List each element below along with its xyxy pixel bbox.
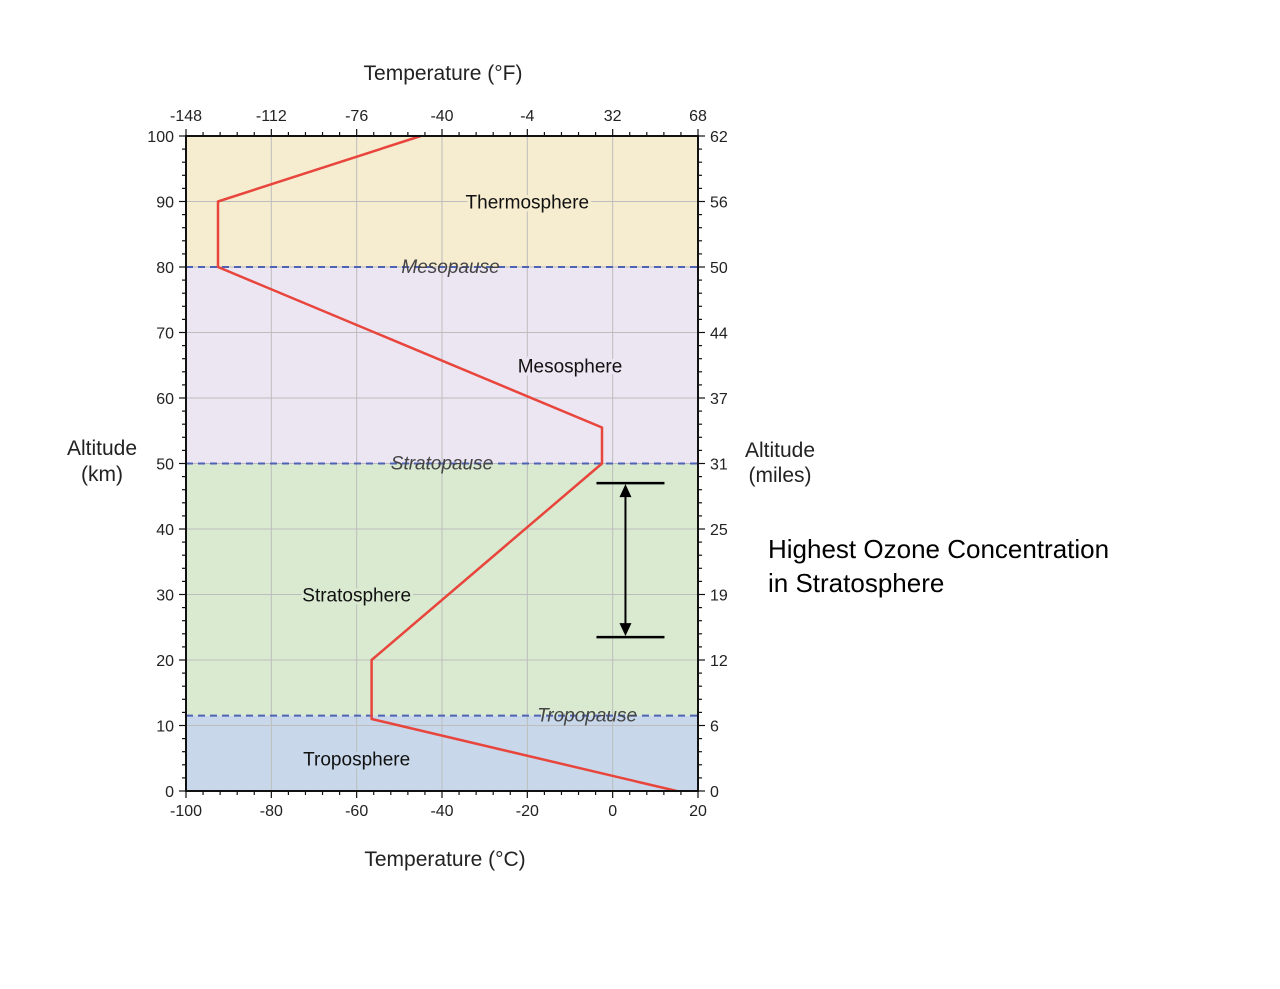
ozone-range-marker xyxy=(596,481,665,639)
ozone-annotation: Highest Ozone Concentration in Stratosph… xyxy=(768,532,1109,600)
y-right-tick-label: 50 xyxy=(710,260,728,277)
layer-label-troposphere: Troposphere xyxy=(303,749,410,770)
x-top-axis-title: Temperature (°F) xyxy=(364,62,523,85)
x-bottom-tick-label: -100 xyxy=(170,803,202,820)
y-left-tick-label: 60 xyxy=(156,391,174,408)
y-right-tick-label: 6 xyxy=(710,719,719,736)
x-top-tick-label: -112 xyxy=(256,108,287,125)
y-left-tick-label: 90 xyxy=(156,195,174,212)
y-left-tick-label: 20 xyxy=(156,653,174,670)
y-right-axis-title-line1: Altitude xyxy=(745,439,815,462)
ozone-range-arrowhead-up xyxy=(619,484,632,498)
x-top-tick-label: 32 xyxy=(604,108,622,125)
temperature-profile-line xyxy=(216,134,677,793)
y-left-tick-label: 0 xyxy=(165,784,174,801)
boundary-lines xyxy=(186,266,698,717)
y-left-tick-label: 50 xyxy=(156,457,174,474)
x-top-tick-label: -4 xyxy=(520,108,534,125)
layer-label-thermosphere: Thermosphere xyxy=(466,193,590,214)
layer-label-stratosphere: Stratosphere xyxy=(302,586,411,607)
x-bottom-axis-title: Temperature (°C) xyxy=(364,848,525,871)
boundary-label-tropopause: Tropopause xyxy=(537,706,637,727)
x-bottom-tick-label: 0 xyxy=(608,803,617,820)
x-top-tick-label: -40 xyxy=(430,108,453,125)
y-right-axis-title-line2: (miles) xyxy=(749,464,812,487)
y-left-tick-label: 30 xyxy=(156,588,174,605)
y-left-tick-label: 70 xyxy=(156,326,174,343)
axes: 0 10 20 30 40 50 60 70 80 90 100 0 6 12 19 25 31 37 44 50 56… xyxy=(147,108,728,820)
y-right-tick-label: 62 xyxy=(710,129,728,146)
y-right-tick-label: 19 xyxy=(710,588,728,605)
boundary-label-stratopause: Stratopause xyxy=(391,454,493,475)
y-left-axis-title-line1: Altitude xyxy=(67,437,137,460)
y-right-tick-label: 37 xyxy=(710,391,728,408)
y-left-tick-label: 80 xyxy=(156,260,174,277)
y-left-axis-title-line2: (km) xyxy=(81,463,123,486)
x-bottom-tick-label: -80 xyxy=(260,803,283,820)
y-right-tick-label: 44 xyxy=(710,326,728,343)
y-right-tick-label: 31 xyxy=(710,457,728,474)
x-bottom-tick-label: -40 xyxy=(430,803,453,820)
y-right-tick-label: 25 xyxy=(710,522,728,539)
boundary-label-mesopause: Mesopause xyxy=(401,257,499,278)
ozone-annotation-line1: Highest Ozone Concentration xyxy=(768,534,1110,564)
y-left-tick-label: 10 xyxy=(156,719,174,736)
y-right-tick-label: 56 xyxy=(710,195,728,212)
ozone-annotation-line2: in Stratosphere xyxy=(768,568,945,598)
labels: Temperature (°F) Temperature (°C) Altitu… xyxy=(67,62,815,871)
x-top-tick-label: 68 xyxy=(689,108,707,125)
y-left-tick-label: 100 xyxy=(147,129,174,146)
y-left-tick-label: 40 xyxy=(156,522,174,539)
y-right-tick-label: 12 xyxy=(710,653,728,670)
x-bottom-tick-label: -60 xyxy=(345,803,368,820)
y-right-tick-label: 0 xyxy=(710,784,719,801)
x-bottom-tick-label: 20 xyxy=(689,803,707,820)
x-top-tick-label: -76 xyxy=(345,108,368,125)
ozone-range-arrowhead-down xyxy=(619,623,632,637)
layer-label-mesosphere: Mesosphere xyxy=(518,356,623,377)
x-top-tick-label: -148 xyxy=(170,108,202,125)
x-bottom-tick-label: -20 xyxy=(516,803,539,820)
